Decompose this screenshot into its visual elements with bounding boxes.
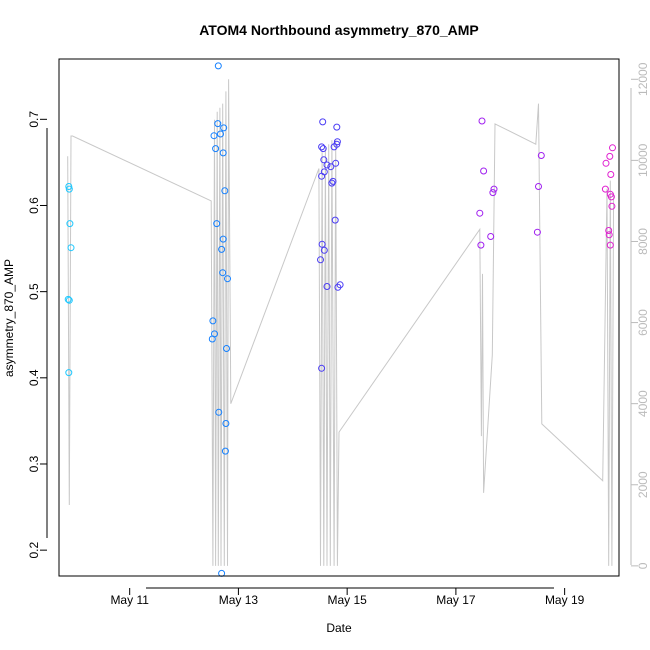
- data-point: [477, 241, 485, 249]
- data-point: [533, 228, 541, 236]
- data-point: [209, 317, 217, 325]
- data-point: [333, 138, 341, 146]
- y-tick-label: 0.2: [27, 541, 41, 558]
- x-axis-label: Date: [326, 621, 352, 635]
- data-point: [535, 183, 542, 190]
- data-point: [608, 202, 616, 210]
- data-point: [476, 209, 484, 217]
- data-point: [213, 220, 221, 228]
- data-point: [489, 189, 497, 197]
- y2-tick-label: 6000: [636, 309, 650, 336]
- data-point: [480, 167, 488, 175]
- data-point: [318, 143, 326, 151]
- data-point: [65, 185, 73, 193]
- y-axis-ticks: 0.2 0.3 0.4 0.5 0.6 0.7: [27, 111, 47, 558]
- data-point: [605, 227, 613, 234]
- chart-title: ATOM4 Northbound asymmetry_870_AMP: [199, 22, 479, 38]
- data-point: [334, 283, 342, 291]
- data-points-layer: [64, 62, 616, 577]
- data-point: [320, 156, 328, 164]
- data-point: [606, 241, 614, 249]
- data-point: [605, 231, 613, 239]
- data-point: [490, 185, 498, 193]
- data-point: [224, 275, 231, 283]
- data-point: [602, 159, 610, 167]
- data-point: [223, 345, 230, 352]
- data-point: [333, 123, 341, 131]
- data-point: [65, 369, 73, 377]
- data-point: [323, 283, 331, 290]
- y-axis-label: asymmetry_870_AMP: [2, 259, 16, 377]
- y2-tick-label: 0: [636, 562, 650, 569]
- data-point: [64, 295, 72, 303]
- data-point: [214, 62, 222, 70]
- data-point: [65, 296, 73, 304]
- data-point: [221, 187, 229, 195]
- y-tick-label: 0.7: [27, 111, 41, 128]
- data-point: [537, 152, 545, 159]
- y2-tick-label: 12000: [636, 62, 650, 96]
- y-tick-label: 0.5: [27, 283, 41, 300]
- data-point: [222, 420, 230, 427]
- data-point: [487, 233, 495, 240]
- data-point: [210, 132, 218, 140]
- x-axis-ticks: May 11 May 13 May 15 May 17 May 19: [110, 588, 585, 607]
- data-point: [212, 145, 220, 153]
- data-point: [332, 159, 340, 167]
- data-point: [478, 117, 486, 125]
- data-point: [217, 130, 224, 138]
- x-tick-label: May 19: [545, 593, 585, 607]
- data-point: [327, 163, 335, 171]
- data-point: [219, 235, 227, 243]
- data-point: [221, 447, 229, 455]
- secondary-series-line: [67, 79, 615, 566]
- data-point: [323, 161, 331, 169]
- data-point: [319, 118, 327, 126]
- y2-tick-label: 4000: [636, 390, 650, 417]
- data-point: [319, 145, 327, 153]
- data-point: [607, 171, 615, 178]
- y2-tick-label: 2000: [636, 471, 650, 498]
- data-point: [607, 193, 615, 201]
- data-point: [218, 245, 226, 253]
- y2-axis-ticks: 0 2000 4000 6000 8000 10000 12000: [631, 62, 650, 569]
- data-point: [606, 152, 614, 160]
- data-point: [317, 256, 324, 264]
- x-tick-label: May 15: [327, 593, 367, 607]
- data-point: [220, 124, 228, 132]
- x-tick-label: May 11: [110, 593, 149, 607]
- data-point: [67, 244, 75, 252]
- data-point: [214, 120, 222, 128]
- data-point: [609, 144, 616, 152]
- data-point: [328, 179, 336, 187]
- y2-tick-label: 10000: [636, 143, 650, 177]
- y-tick-label: 0.3: [27, 455, 41, 472]
- data-point: [329, 177, 337, 185]
- x-tick-label: May 17: [436, 593, 476, 607]
- data-point: [219, 149, 227, 157]
- data-point: [65, 183, 73, 190]
- x-tick-label: May 13: [219, 593, 259, 607]
- data-point: [318, 364, 326, 372]
- data-point: [215, 408, 223, 416]
- data-point: [208, 335, 216, 343]
- data-point: [318, 240, 326, 248]
- data-point: [331, 216, 339, 224]
- data-point: [318, 172, 326, 180]
- y2-tick-label: 8000: [636, 228, 650, 255]
- secondary-series-layer: [67, 79, 615, 566]
- data-point: [601, 185, 609, 193]
- y-tick-label: 0.4: [27, 369, 41, 386]
- y-tick-label: 0.6: [27, 197, 41, 214]
- data-point: [330, 143, 338, 151]
- plot-frame: [58, 58, 620, 577]
- data-point: [219, 269, 227, 277]
- data-point: [66, 220, 74, 228]
- data-point: [320, 246, 328, 254]
